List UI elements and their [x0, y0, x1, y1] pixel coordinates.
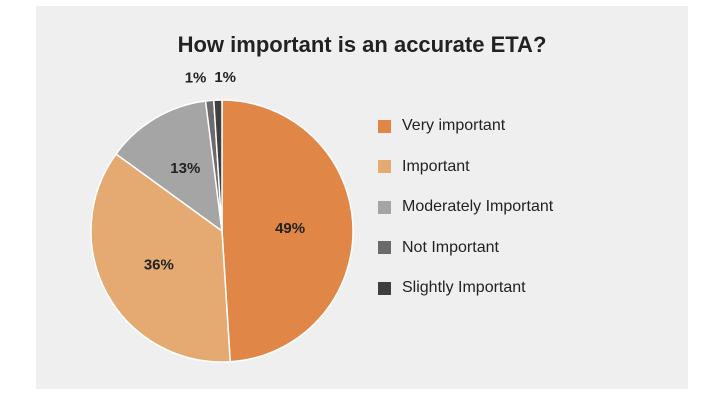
legend-item-not-important: Not Important — [378, 238, 553, 256]
legend-swatch — [378, 241, 391, 254]
legend-label: Important — [402, 157, 470, 175]
legend-item-slightly-important: Slightly Important — [378, 279, 553, 296]
legend-label: Very important — [402, 117, 506, 134]
slice-label-important: 36% — [144, 257, 174, 274]
legend-item-moderately-important: Moderately Important — [378, 198, 554, 215]
slice-label-not-important: 1% — [185, 69, 207, 86]
legend-swatch — [378, 200, 391, 214]
legend-label: Not Important — [402, 238, 499, 256]
slice-label-very-important: 49% — [275, 220, 305, 237]
legend-label: Slightly Important — [402, 279, 526, 296]
pie-slice-important — [90, 152, 232, 363]
pie-slice-slightly-important — [212, 99, 223, 232]
legend-item-very-important: Very important — [378, 117, 553, 134]
legend-swatch — [378, 160, 391, 173]
slice-label-slightly-important: 1% — [214, 69, 236, 86]
legend-swatch — [378, 281, 391, 295]
pie-slice-very-important — [221, 99, 354, 363]
slice-label-moderately-important: 13% — [170, 160, 200, 177]
legend-label: Moderately Important — [402, 198, 554, 215]
legend: Very important Important Moderately Impo… — [378, 117, 554, 321]
chart-title: How important is an accurate ETA? — [177, 32, 547, 57]
legend-swatch — [378, 119, 391, 133]
legend-item-important: Important — [378, 157, 553, 175]
pie-slice-moderately-important — [114, 100, 223, 233]
